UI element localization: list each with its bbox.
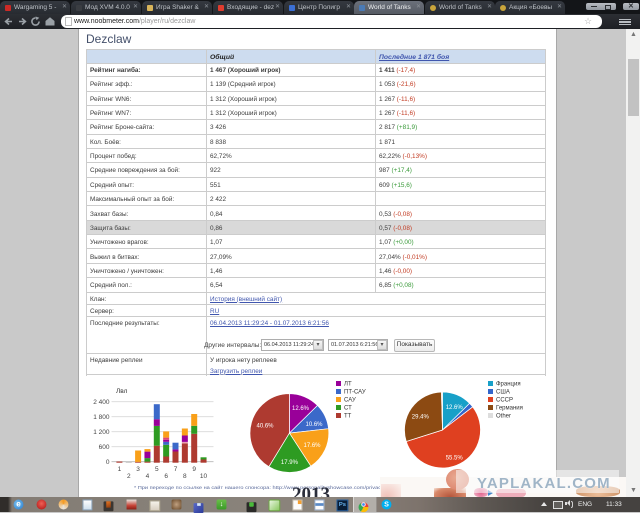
svg-text:2: 2 xyxy=(127,473,131,480)
svg-text:0: 0 xyxy=(106,459,110,466)
svg-text:7: 7 xyxy=(174,466,178,473)
svg-text:9: 9 xyxy=(192,466,196,473)
svg-text:12.6%: 12.6% xyxy=(446,405,464,411)
svg-text:40.6%: 40.6% xyxy=(256,424,274,430)
svg-text:10: 10 xyxy=(200,473,208,480)
svg-text:600: 600 xyxy=(99,444,110,451)
svg-text:5: 5 xyxy=(155,466,159,473)
svg-text:12.6%: 12.6% xyxy=(292,406,310,412)
svg-text:1 200: 1 200 xyxy=(93,429,110,436)
svg-text:55.5%: 55.5% xyxy=(446,456,464,462)
svg-text:6: 6 xyxy=(164,473,168,480)
svg-text:Лвл: Лвл xyxy=(116,388,128,395)
svg-text:1: 1 xyxy=(118,466,122,473)
svg-text:4: 4 xyxy=(146,473,150,480)
svg-text:3: 3 xyxy=(136,466,140,473)
svg-text:17.6%: 17.6% xyxy=(303,443,321,449)
svg-text:17.9%: 17.9% xyxy=(281,460,299,466)
svg-text:1 800: 1 800 xyxy=(93,414,110,421)
svg-text:8: 8 xyxy=(183,473,187,480)
svg-text:29.4%: 29.4% xyxy=(412,415,430,421)
svg-text:10.6%: 10.6% xyxy=(305,422,323,428)
svg-text:2 400: 2 400 xyxy=(93,399,110,406)
